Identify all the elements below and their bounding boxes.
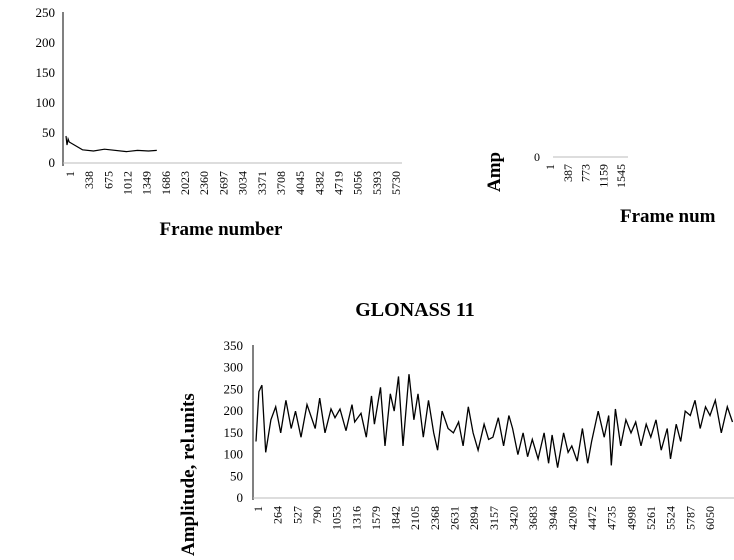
chart1-x-tick-label: 1686 [159,171,173,195]
chart3-x-tick-label: 2631 [448,506,462,530]
chart3-x-tick-label: 3683 [526,506,540,530]
chart3-y-tick-label: 0 [237,490,244,505]
chart3-y-tick-label: 250 [224,381,244,396]
chart3-x-tick-label: 5524 [664,506,678,530]
chart3-x-tick-label: 4472 [585,506,599,530]
chart2-x-tick-label: 1 [543,164,557,170]
chart-frame-number: 0 50 100 150 200 250 1 338 675 1012 1349 1686 2023 2… [36,5,404,240]
chart3-x-tick-label: 1579 [369,506,383,530]
chart1-x-tick-label: 5393 [370,171,384,195]
chart1-x-tick-label: 4045 [293,171,307,195]
chart1-y-tick-label: 100 [36,95,56,110]
chart3-x-tick-label: 1053 [330,506,344,530]
chart1-x-tick-label: 4719 [331,171,345,195]
chart1-x-tick-label: 1012 [121,171,135,195]
chart1-y-tick-label: 0 [49,155,56,170]
chart3-x-tick-label: 790 [310,506,324,524]
chart3-y-tick-label: 150 [224,425,244,440]
chart2-x-tick-label: 387 [561,164,575,182]
chart3-x-tick-label: 4735 [605,506,619,530]
chart3-x-tick-label: 264 [271,506,285,524]
chart3-x-tick-label: 5261 [644,506,658,530]
chart2-y-axis-title: Amp [484,152,505,192]
chart1-x-tick-label: 5056 [351,171,365,195]
chart1-x-tick-label: 3708 [274,171,288,195]
chart3-x-tick-label: 5787 [683,506,697,530]
chart-glonass-11: GLONASS 11 Amplitude, rel.units 05010015… [178,299,734,556]
chart3-title: GLONASS 11 [355,299,474,321]
chart3-x-tick-label: 3420 [506,506,520,530]
chart2-x-tick-label: 1159 [596,164,610,188]
chart3-x-tick-label: 527 [290,506,304,524]
chart3-y-tick-label: 50 [230,468,243,483]
chart3-x-tick-label: 2894 [467,506,481,530]
chart3-x-tick-label: 1842 [389,506,403,530]
chart1-x-tick-label: 4382 [312,171,326,195]
chart3-y-tick-label: 350 [224,338,244,353]
chart1-x-tick-label: 2023 [178,171,192,195]
chart3-x-tick-label: 1316 [349,506,363,530]
chart2-x-axis-title: Frame num [620,206,716,227]
chart3-x-tick-label: 2105 [408,506,422,530]
chart1-x-tick-label: 338 [82,171,96,189]
chart3-x-tick-label: 4209 [565,506,579,530]
chart1-x-tick-label: 675 [101,171,115,189]
chart1-x-tick-label: 5730 [389,171,403,195]
chart3-x-tick-label: 3157 [487,506,501,530]
chart1-y-tick-label: 50 [42,125,55,140]
chart3-x-tick-label: 4998 [624,506,638,530]
chart2-y-tick-0: 0 [534,150,540,164]
chart-partial: 0 1 387 773 1159 1545 Amp Frame num [484,150,716,227]
chart1-x-axis-title: Frame number [160,219,284,240]
chart1-x-tick-label: 3371 [255,171,269,195]
chart3-y-axis-title: Amplitude, rel.units [178,393,199,556]
chart1-x-tick-label: 1349 [140,171,154,195]
chart1-x-tick-label: 3034 [236,171,250,195]
chart1-y-tick-label: 200 [36,35,56,50]
chart2-x-tick-label: 773 [579,164,593,182]
chart3-x-tick-label: 3946 [546,506,560,530]
chart1-series-line [65,135,157,153]
chart3-series-line [255,374,734,468]
chart3-x-tick-label: 2368 [428,506,442,530]
chart3-x-tick-label: 1 [251,506,265,512]
chart1-y-tick-label: 250 [36,5,56,20]
chart1-x-tick-label: 2360 [197,171,211,195]
chart3-y-tick-label: 300 [224,360,244,375]
chart1-x-tick-label: 2697 [216,171,230,195]
chart3-x-tick-label: 6050 [703,506,717,530]
chart1-x-tick-label: 1 [63,171,77,177]
chart2-x-tick-label: 1545 [614,164,628,188]
chart3-y-tick-label: 100 [224,447,244,462]
chart1-y-tick-label: 150 [36,65,56,80]
chart3-y-tick-label: 200 [224,403,244,418]
